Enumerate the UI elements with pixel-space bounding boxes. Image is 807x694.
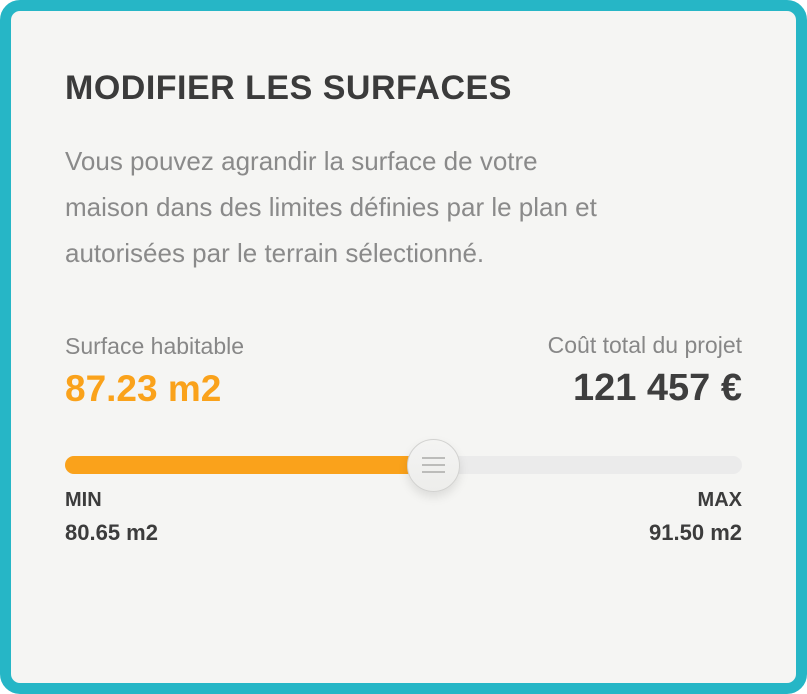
- stats-row: Surface habitable 87.23 m2 Coût total du…: [65, 332, 742, 410]
- description-line: autorisées par le terrain sélectionné.: [65, 238, 485, 268]
- cost-value: 121 457 €: [572, 367, 742, 409]
- slider-grip-icon: [422, 457, 446, 473]
- max-value: 91.50 m2: [649, 520, 742, 545]
- description-line: maison dans des limites définies par le …: [65, 192, 597, 222]
- surface-label: Surface habitable: [65, 333, 245, 359]
- surface-stat: Surface habitable 87.23 m2: [65, 333, 244, 410]
- range-values-row: 80.65 m2 91.50 m2: [65, 520, 742, 546]
- page-title: MODIFIER LES SURFACES: [65, 69, 512, 107]
- min-value: 80.65 m2: [65, 520, 158, 545]
- cost-stat: Coût total du projet 121 457 €: [548, 332, 742, 410]
- minmax-labels-row: MIN MAX: [65, 489, 742, 512]
- cost-label: Coût total du projet: [547, 332, 742, 358]
- min-label: MIN: [65, 489, 102, 511]
- surface-value: 87.23 m2: [65, 368, 222, 409]
- slider-handle[interactable]: [407, 438, 461, 492]
- slider-fill: [65, 456, 434, 474]
- description-line: Vous pouvez agrandir la surface de votre: [65, 146, 538, 176]
- max-label: MAX: [697, 489, 742, 511]
- surface-slider[interactable]: [65, 438, 742, 492]
- description-text: Vous pouvez agrandir la surface de votre…: [65, 138, 705, 276]
- card-content: MODIFIER LES SURFACES Vous pouvez agrand…: [11, 11, 796, 546]
